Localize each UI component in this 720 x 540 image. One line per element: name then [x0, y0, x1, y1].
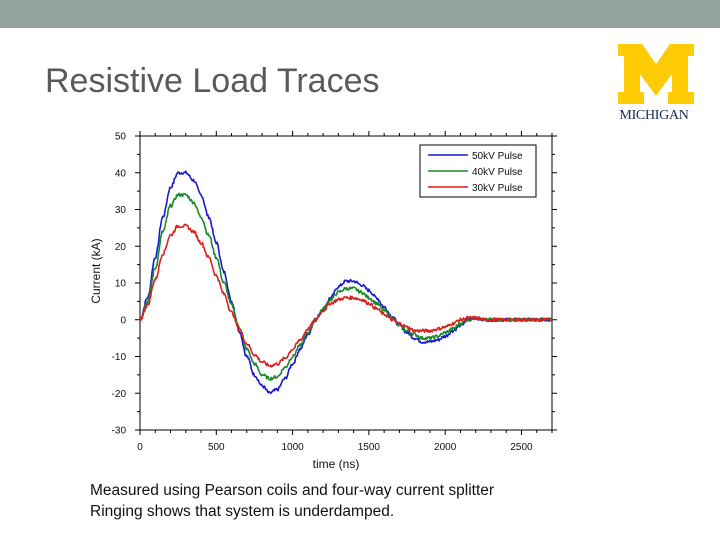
series-line-2 — [139, 192, 553, 381]
y-tick-label: -20 — [112, 389, 127, 400]
michigan-logo: MICHIGAN — [612, 44, 696, 130]
caption-line: Ringing shows that system is underdamped… — [90, 503, 395, 520]
x-tick-label: 2500 — [510, 442, 533, 453]
caption-line: Measured using Pearson coils and four-wa… — [90, 482, 495, 499]
legend-label: 40kV Pulse — [472, 167, 523, 178]
legend-label: 30kV Pulse — [472, 183, 523, 194]
axis-ticks — [135, 131, 557, 435]
y-tick-label: 50 — [115, 132, 127, 143]
x-tick-label: 1500 — [358, 442, 381, 453]
y-tick-label: 10 — [115, 279, 127, 290]
x-tick-label: 2000 — [434, 442, 457, 453]
y-axis-title: Current (kA) — [89, 238, 103, 303]
series-line-3 — [139, 223, 553, 368]
legend-label: 50kV Pulse — [472, 151, 523, 162]
y-tick-label: 40 — [115, 168, 127, 179]
series-line-1 — [139, 170, 553, 395]
x-tick-label: 1000 — [281, 442, 304, 453]
caption: Measured using Pearson coils and four-wa… — [90, 480, 494, 522]
logo-wordmark: MICHIGAN — [619, 108, 689, 123]
top-bar — [0, 0, 720, 28]
y-tick-label: 30 — [115, 205, 127, 216]
y-tick-label: -10 — [112, 352, 127, 363]
slide-title: Resistive Load Traces — [45, 62, 380, 100]
y-tick-label: 20 — [115, 242, 127, 253]
x-axis-title: time (ns) — [313, 457, 360, 471]
y-tick-label: -30 — [112, 426, 127, 437]
legend: 50kV Pulse 40kV Pulse 30kV Pulse — [419, 144, 537, 198]
x-tick-label: 500 — [208, 442, 225, 453]
series-lines — [139, 170, 553, 395]
y-tick-label: 0 — [120, 315, 126, 326]
x-tick-label: 0 — [137, 442, 143, 453]
block-m-icon — [618, 44, 694, 104]
